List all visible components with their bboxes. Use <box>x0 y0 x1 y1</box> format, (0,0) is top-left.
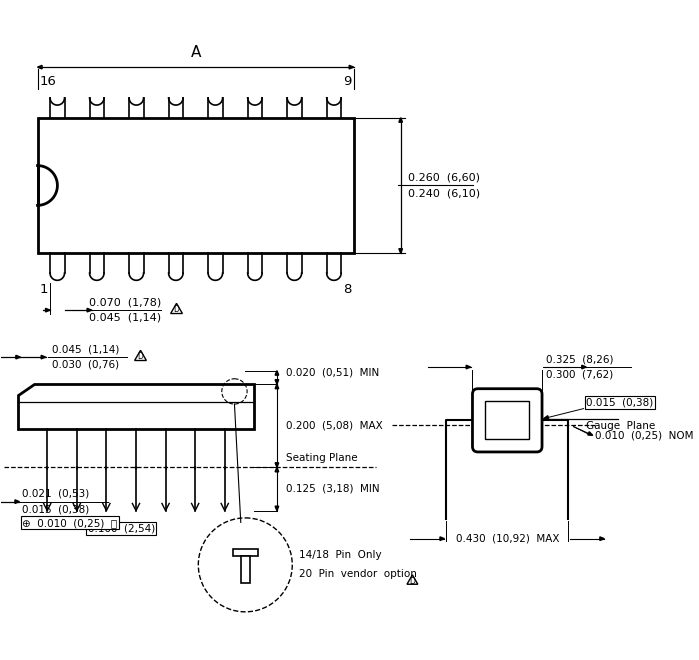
Polygon shape <box>131 527 136 531</box>
Polygon shape <box>466 365 470 369</box>
Text: 0.430  (10,92)  MAX: 0.430 (10,92) MAX <box>456 534 559 544</box>
Polygon shape <box>600 537 605 541</box>
Text: 20  Pin  vendor  option: 20 Pin vendor option <box>299 570 417 579</box>
Text: 0.200  (5,08)  MAX: 0.200 (5,08) MAX <box>286 421 382 431</box>
Bar <box>240 556 250 583</box>
Polygon shape <box>544 416 549 419</box>
Text: D: D <box>173 306 180 315</box>
Bar <box>233 548 258 556</box>
Text: Seating Plane: Seating Plane <box>286 453 358 463</box>
Polygon shape <box>440 537 445 541</box>
Text: 0.260  (6,60): 0.260 (6,60) <box>408 173 480 183</box>
Text: 0.015  (0,38): 0.015 (0,38) <box>22 504 89 514</box>
Polygon shape <box>399 249 403 253</box>
Text: 16: 16 <box>39 75 56 88</box>
Text: ⊕  0.010  (0,25)  Ⓜ: ⊕ 0.010 (0,25) Ⓜ <box>22 518 117 528</box>
Polygon shape <box>87 308 92 312</box>
Text: 0.020  (0,51)  MIN: 0.020 (0,51) MIN <box>286 368 379 378</box>
Polygon shape <box>350 65 354 69</box>
Text: Gauge  Plane: Gauge Plane <box>586 421 656 431</box>
Text: D: D <box>410 576 415 585</box>
Text: 0.030  (0,76): 0.030 (0,76) <box>52 360 119 370</box>
Polygon shape <box>275 463 279 467</box>
Polygon shape <box>41 355 45 359</box>
Polygon shape <box>582 365 586 369</box>
Text: 0.125  (3,18)  MIN: 0.125 (3,18) MIN <box>286 484 380 494</box>
Polygon shape <box>45 308 50 312</box>
Polygon shape <box>38 65 42 69</box>
Text: 0.240  (6,10): 0.240 (6,10) <box>408 188 480 198</box>
Polygon shape <box>275 379 279 384</box>
Text: 0.045  (1,14): 0.045 (1,14) <box>52 345 120 354</box>
Polygon shape <box>15 500 20 504</box>
Text: 9: 9 <box>343 75 352 88</box>
FancyBboxPatch shape <box>473 389 542 452</box>
Text: 0.325  (8,26): 0.325 (8,26) <box>546 354 613 364</box>
Text: D: D <box>138 352 143 362</box>
Text: 1: 1 <box>39 283 48 296</box>
Text: 0.021  (0,53): 0.021 (0,53) <box>22 489 89 499</box>
Text: 0.300  (7,62): 0.300 (7,62) <box>546 370 613 379</box>
Text: 0.015  (0,38): 0.015 (0,38) <box>586 397 654 407</box>
Text: 14/18  Pin  Only: 14/18 Pin Only <box>299 550 382 560</box>
Bar <box>485 401 529 440</box>
Text: A: A <box>190 45 201 60</box>
Text: 0.010  (0,25)  NOM: 0.010 (0,25) NOM <box>596 430 694 440</box>
Polygon shape <box>16 355 20 359</box>
Polygon shape <box>275 506 279 511</box>
Polygon shape <box>275 384 279 389</box>
Bar <box>38 117 354 253</box>
Polygon shape <box>588 432 593 435</box>
Text: 0.045  (1,14): 0.045 (1,14) <box>89 313 161 323</box>
Polygon shape <box>275 467 279 472</box>
Text: 0.100  (2,54): 0.100 (2,54) <box>87 524 154 534</box>
Polygon shape <box>275 371 279 375</box>
Text: 8: 8 <box>343 283 352 296</box>
Polygon shape <box>17 384 254 430</box>
Polygon shape <box>106 527 111 531</box>
Text: 0.070  (1,78): 0.070 (1,78) <box>89 298 161 308</box>
Polygon shape <box>399 117 403 122</box>
